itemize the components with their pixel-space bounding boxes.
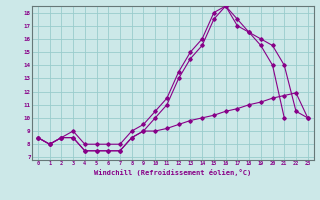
X-axis label: Windchill (Refroidissement éolien,°C): Windchill (Refroidissement éolien,°C) [94, 169, 252, 176]
